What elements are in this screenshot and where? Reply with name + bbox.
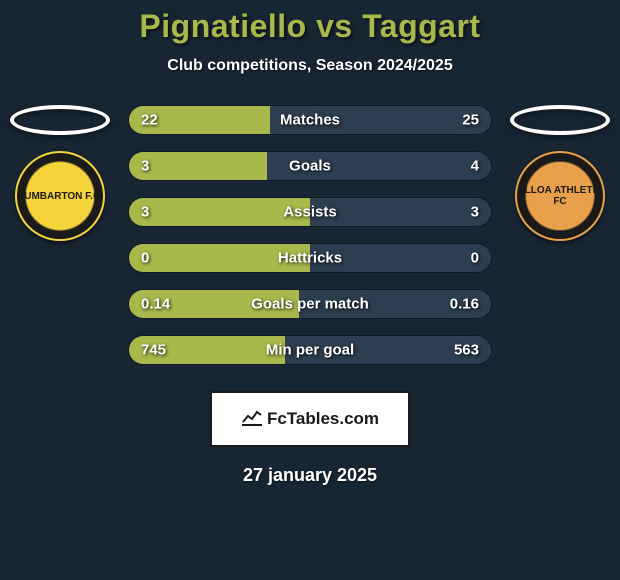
team-crest-right-label: ALLOA ATHLETIC FC [517, 185, 603, 207]
stat-row: 0.14 0.16 Goals per match [128, 289, 492, 319]
page-title: Pignatiello vs Taggart [0, 8, 620, 45]
stat-label: Hattricks [278, 250, 342, 267]
stat-value-left: 3 [141, 204, 149, 221]
stat-row: 0 0 Hattricks [128, 243, 492, 273]
team-crest-right: ALLOA ATHLETIC FC [515, 151, 605, 241]
stat-value-right: 0.16 [450, 296, 479, 313]
chart-icon [241, 408, 263, 431]
date-label: 27 january 2025 [0, 465, 620, 486]
stats-column: 22 25 Matches 3 4 Goals 3 3 Assists 0 0 Hattricks 0.… [110, 105, 510, 381]
stat-value-left: 22 [141, 112, 158, 129]
left-player-col: DUMBARTON F.C. [10, 105, 110, 241]
branding-text: FcTables.com [267, 409, 379, 429]
team-crest-left: DUMBARTON F.C. [15, 151, 105, 241]
stat-label: Assists [283, 204, 336, 221]
stat-row: 3 3 Assists [128, 197, 492, 227]
stat-label: Matches [280, 112, 340, 129]
stat-value-left: 3 [141, 158, 149, 175]
stat-value-right: 563 [454, 342, 479, 359]
stat-row: 745 563 Min per goal [128, 335, 492, 365]
stat-value-right: 0 [471, 250, 479, 267]
stat-value-right: 3 [471, 204, 479, 221]
stat-fill-left [129, 152, 267, 180]
branding-badge: FcTables.com [210, 391, 410, 447]
stat-label: Min per goal [266, 342, 354, 359]
stat-value-left: 0 [141, 250, 149, 267]
stat-value-left: 0.14 [141, 296, 170, 313]
stat-row: 22 25 Matches [128, 105, 492, 135]
stat-row: 3 4 Goals [128, 151, 492, 181]
stat-value-left: 745 [141, 342, 166, 359]
right-player-col: ALLOA ATHLETIC FC [510, 105, 610, 241]
player-photo-placeholder-right [510, 105, 610, 135]
stat-label: Goals [289, 158, 331, 175]
team-crest-left-label: DUMBARTON F.C. [17, 191, 103, 202]
stat-value-right: 25 [462, 112, 479, 129]
stat-label: Goals per match [251, 296, 369, 313]
stat-fill-right [310, 198, 491, 226]
subtitle: Club competitions, Season 2024/2025 [0, 57, 620, 75]
player-photo-placeholder-left [10, 105, 110, 135]
comparison-infographic: Pignatiello vs Taggart Club competitions… [0, 0, 620, 486]
stat-value-right: 4 [471, 158, 479, 175]
main-row: DUMBARTON F.C. 22 25 Matches 3 4 Goals 3 3 Assis… [0, 105, 620, 381]
